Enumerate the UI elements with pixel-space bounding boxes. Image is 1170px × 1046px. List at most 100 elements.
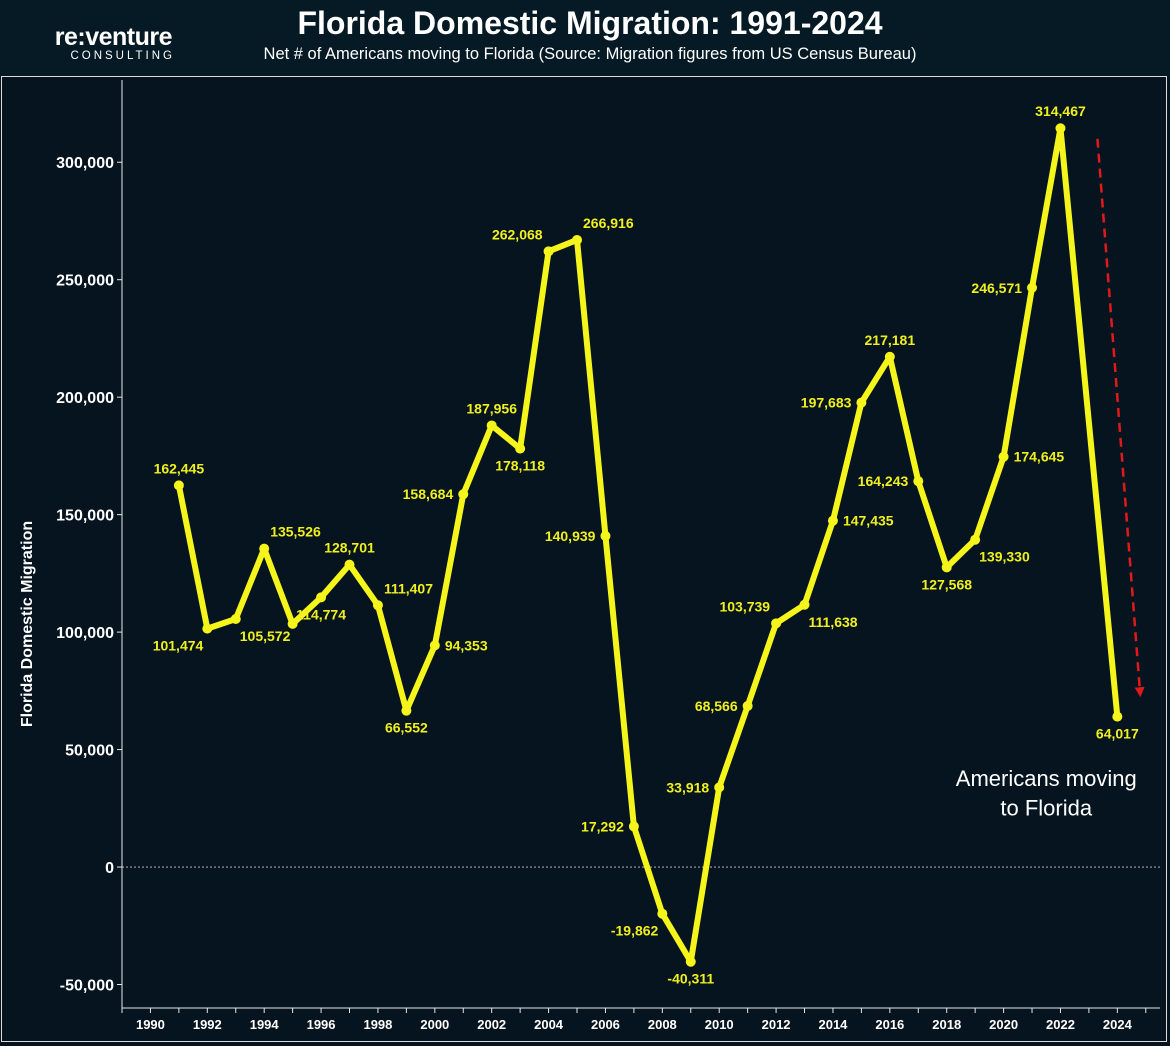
- data-point: [685, 956, 696, 967]
- data-label: 174,645: [1014, 449, 1065, 465]
- data-point: [429, 640, 440, 651]
- x-tick-label: 2016: [875, 1017, 904, 1032]
- data-label: 66,552: [385, 720, 428, 736]
- data-point: [1112, 711, 1123, 722]
- data-label: 135,526: [270, 524, 321, 540]
- data-point: [600, 530, 611, 541]
- data-point: [714, 782, 725, 793]
- x-tick-label: 2006: [591, 1017, 620, 1032]
- data-point: [1055, 123, 1066, 134]
- data-point: [941, 562, 952, 573]
- logo: re:venture CONSULTING: [22, 23, 175, 63]
- data-label: 105,572: [240, 628, 291, 644]
- data-label: 178,118: [495, 458, 545, 474]
- data-label: 314,467: [1035, 103, 1086, 119]
- data-point: [799, 599, 810, 610]
- x-tick-label: 2004: [534, 1017, 564, 1032]
- x-tick-label: 2020: [989, 1017, 1018, 1032]
- data-point: [202, 623, 213, 634]
- y-axis-title: Florida Domestic Migration: [19, 521, 36, 727]
- data-point: [742, 700, 753, 711]
- annotation-line: Americans moving: [956, 766, 1137, 791]
- data-point: [1027, 282, 1038, 293]
- data-label: 266,916: [583, 215, 634, 231]
- data-point: [316, 592, 327, 603]
- data-point: [287, 618, 298, 629]
- data-label: 262,068: [492, 226, 543, 242]
- data-label: 140,939: [545, 528, 596, 544]
- data-point: [970, 534, 981, 545]
- chart-title: Florida Domestic Migration: 1991-2024: [297, 5, 883, 41]
- data-label: 139,330: [979, 549, 1030, 565]
- data-point: [657, 908, 668, 919]
- data-label: 187,956: [466, 400, 517, 416]
- data-point: [486, 420, 497, 431]
- y-tick-label: 150,000: [56, 508, 114, 525]
- data-point: [771, 618, 782, 629]
- data-point: [543, 246, 554, 257]
- x-tick-label: 2014: [818, 1017, 848, 1032]
- data-label: 217,181: [865, 332, 916, 348]
- chart-subtitle: Net # of Americans moving to Florida (So…: [263, 45, 917, 63]
- data-point: [572, 234, 583, 245]
- data-label: 111,638: [809, 614, 858, 630]
- data-label: 164,243: [858, 473, 909, 489]
- x-tick-label: 2000: [420, 1017, 449, 1032]
- data-label: 246,571: [971, 280, 1022, 296]
- data-point: [628, 821, 639, 832]
- data-point: [372, 600, 383, 611]
- data-label: 17,292: [581, 818, 624, 834]
- data-label: -40,311: [667, 971, 714, 987]
- data-label: 197,683: [801, 395, 852, 411]
- x-tick-label: 2022: [1046, 1017, 1075, 1032]
- data-label: -19,862: [611, 923, 659, 939]
- data-point: [230, 614, 241, 625]
- data-label: 64,017: [1096, 726, 1139, 742]
- logo-subtitle: CONSULTING: [70, 50, 175, 62]
- data-label: 128,701: [324, 540, 375, 556]
- y-tick-label: 250,000: [56, 273, 114, 290]
- data-point: [259, 543, 270, 554]
- data-label: 127,568: [921, 576, 972, 592]
- y-tick-label: 50,000: [65, 743, 114, 760]
- series-line: [175, 125, 1121, 965]
- data-label: 162,445: [154, 460, 205, 476]
- y-tick-label: -50,000: [60, 978, 114, 995]
- data-label: 33,918: [666, 779, 709, 795]
- data-label: 147,435: [843, 513, 894, 529]
- chart-frame: [1, 76, 1167, 1042]
- x-tick-label: 2008: [648, 1017, 677, 1032]
- y-tick-label: 200,000: [56, 390, 114, 407]
- data-point: [998, 451, 1009, 462]
- data-label: 158,684: [403, 486, 454, 502]
- data-point: [458, 489, 469, 500]
- data-point: [344, 559, 355, 570]
- y-tick-label: 0: [105, 860, 114, 877]
- y-tick-label: 300,000: [56, 155, 114, 172]
- data-label: 94,353: [445, 637, 488, 653]
- data-point: [401, 705, 412, 716]
- y-tick-label: 100,000: [56, 625, 114, 642]
- data-label: 101,474: [153, 638, 204, 654]
- x-tick-label: 2012: [762, 1017, 791, 1032]
- x-tick-label: 2018: [932, 1017, 961, 1032]
- trend-arrow: [1096, 138, 1145, 698]
- data-label: 114,774: [296, 606, 346, 622]
- data-point: [827, 515, 838, 526]
- data-point: [884, 351, 895, 362]
- x-tick-label: 1998: [363, 1017, 392, 1032]
- x-tick-label: 1992: [193, 1017, 222, 1032]
- x-tick-label: 2010: [705, 1017, 734, 1032]
- x-tick-label: 2024: [1103, 1017, 1133, 1032]
- data-point: [856, 397, 867, 408]
- data-point: [913, 476, 924, 487]
- logo-wordmark: re:venture: [54, 23, 173, 51]
- x-tick-label: 1994: [250, 1017, 280, 1032]
- data-label: 111,407: [384, 580, 433, 596]
- annotation-line: to Florida: [1000, 795, 1092, 820]
- data-point: [515, 443, 526, 454]
- data-label: 103,739: [719, 598, 770, 614]
- x-tick-label: 1990: [136, 1017, 165, 1032]
- x-tick-label: 2002: [477, 1017, 506, 1032]
